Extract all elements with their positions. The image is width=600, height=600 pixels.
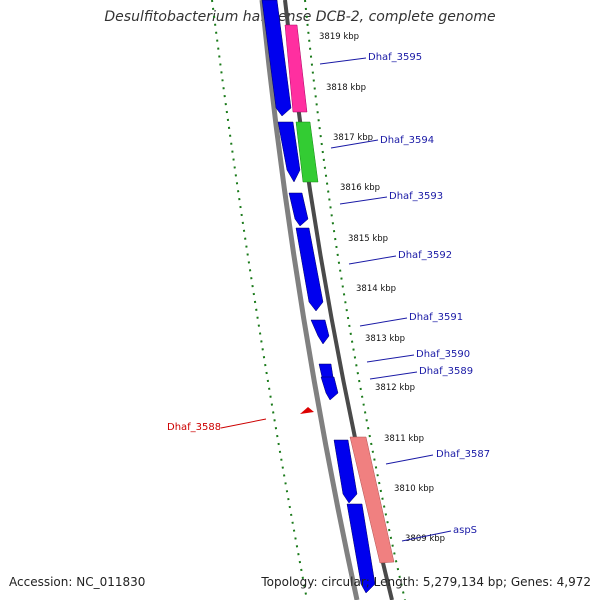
gene-label-dhaf-3591[interactable]: Dhaf_3591 [409, 312, 463, 323]
gene-label-dhaf-3587[interactable]: Dhaf_3587 [436, 449, 490, 460]
gene-label-dhaf-3588[interactable]: Dhaf_3588 [167, 422, 221, 433]
gene-label-aspS[interactable]: aspS [453, 525, 477, 536]
kbp-tick-label: 3809 kbp [405, 534, 445, 544]
gene-marker-3588[interactable] [300, 407, 314, 414]
accession-text: Accession: NC_011830 [9, 575, 146, 589]
backbone-line [259, 0, 360, 600]
kbp-tick-label: 3812 kbp [375, 383, 415, 393]
kbp-tick-label: 3814 kbp [356, 284, 396, 294]
gene-block-3587-salmon[interactable] [349, 436, 395, 564]
gene-block-3591-blue[interactable] [310, 319, 330, 345]
gene-block-3589-blue[interactable] [320, 376, 339, 401]
gene-label-dhaf-3592[interactable]: Dhaf_3592 [398, 250, 452, 261]
gene-label-dhaf-3595[interactable]: Dhaf_3595 [368, 52, 422, 63]
gene-label-dhaf-3593[interactable]: Dhaf_3593 [389, 191, 443, 202]
kbp-tick-label: 3818 kbp [326, 83, 366, 93]
kbp-tick-label: 3816 kbp [340, 183, 380, 193]
kbp-tick-label: 3810 kbp [394, 484, 434, 494]
genome-stats-text: Topology: circular; Length: 5,279,134 bp… [261, 575, 591, 589]
kbp-tick-label: 3817 kbp [333, 133, 373, 143]
kbp-tick-label: 3813 kbp [365, 334, 405, 344]
gene-block-3595-pink[interactable] [284, 24, 308, 113]
gene-block-3594-blue[interactable] [277, 121, 301, 183]
gene-block-3590-blue[interactable] [318, 363, 334, 379]
label-connectors [220, 57, 452, 542]
gene-block-3592-blue[interactable] [295, 227, 324, 312]
gene-block-3593-blue[interactable] [288, 192, 309, 227]
map-title: Desulfitobacterium hafniense DCB-2, comp… [104, 9, 496, 25]
gene-block-3595-blue[interactable] [261, 0, 292, 117]
gene-block-3587-blue[interactable] [333, 439, 358, 504]
gene-label-dhaf-3594[interactable]: Dhaf_3594 [380, 135, 434, 146]
gene-label-dhaf-3590[interactable]: Dhaf_3590 [416, 349, 470, 360]
kbp-tick-label: 3819 kbp [319, 32, 359, 42]
gene-block-3594-green[interactable] [295, 121, 319, 183]
kbp-tick-label: 3811 kbp [384, 434, 424, 444]
forward-genes [261, 0, 376, 594]
gene-block-aspS-blue[interactable] [346, 503, 376, 594]
kbp-tick-label: 3815 kbp [348, 234, 388, 244]
gene-label-dhaf-3589[interactable]: Dhaf_3589 [419, 366, 473, 377]
